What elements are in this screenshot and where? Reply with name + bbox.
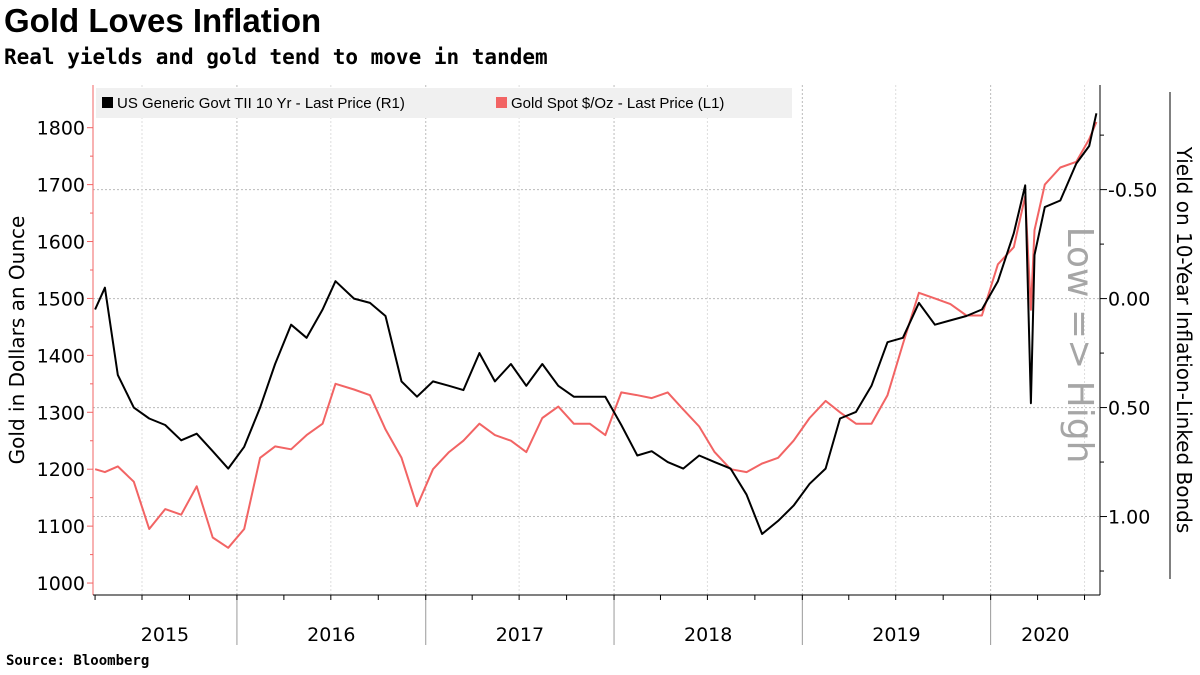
legend-label-tii: US Generic Govt TII 10 Yr - Last Price (… (117, 95, 405, 112)
legend-swatch-tii (102, 97, 113, 108)
y-left-tick-label: 1300 (37, 402, 85, 424)
low-high-annotation: Low => High (1059, 227, 1100, 464)
x-tick-label: 2016 (307, 624, 355, 646)
x-tick-label: 2019 (872, 624, 920, 646)
y-left-tick-label: 1200 (37, 459, 85, 481)
source-note: Source: Bloomberg (6, 653, 150, 669)
y-left-tick-label: 1800 (37, 118, 85, 140)
legend-background (96, 88, 792, 118)
y-left-tick-label: 1100 (37, 516, 85, 538)
y-left-tick-label: 1000 (37, 573, 85, 595)
legend-swatch-gold (496, 97, 507, 108)
y-left-tick-label: 1700 (37, 175, 85, 197)
y-right-tick-label: 0.00 (1108, 289, 1150, 311)
series-lines (94, 113, 1098, 549)
series-line-tii (94, 113, 1098, 535)
chart-title: Gold Loves Inflation (4, 2, 322, 39)
x-tick-label: 2018 (684, 624, 732, 646)
x-tick-label: 2015 (141, 624, 189, 646)
y-right-tick-label: 0.50 (1108, 398, 1150, 420)
legend-label-gold: Gold Spot $/Oz - Last Price (L1) (511, 95, 724, 112)
x-tick-label: 2020 (1021, 624, 1069, 646)
axes: -0.50 0.00 0.50 1.00 2015 2016 2017 2018 2019 202… (37, 85, 1157, 646)
y-right-tick-label: 1.00 (1108, 507, 1150, 529)
y-axis-left-label: Gold in Dollars an Ounce (5, 216, 29, 465)
y-left-tick-label: 1500 (37, 288, 85, 310)
y-axis-right-label: Yield on 10-Year Inflation-Linked Bonds (1172, 146, 1196, 534)
series-line-gold (94, 121, 1098, 549)
gridlines (93, 85, 1100, 595)
x-tick-label: 2017 (496, 624, 544, 646)
y-left-tick-label: 1600 (37, 232, 85, 254)
y-right-tick-label: -0.50 (1108, 180, 1157, 202)
plot-area (93, 85, 1100, 595)
chart-subtitle: Real yields and gold tend to move in tan… (4, 45, 548, 69)
y-left-tick-label: 1400 (37, 345, 85, 367)
